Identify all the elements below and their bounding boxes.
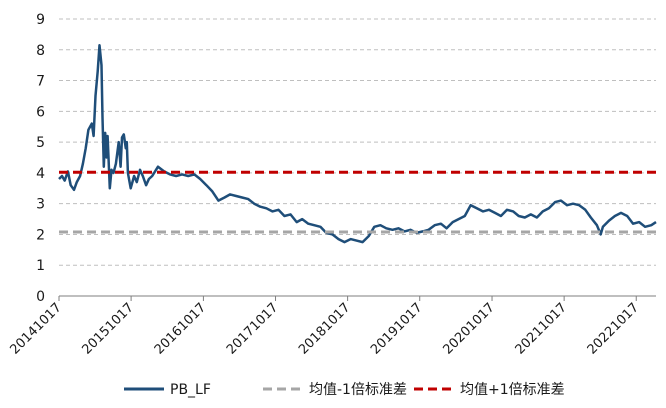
legend: PB_LF 均值-1倍标准差 均值+1倍标准差 xyxy=(124,382,565,398)
y-tick-label: 7 xyxy=(36,74,45,90)
series-layer xyxy=(58,43,657,244)
x-axis: 20141017 20151017 20161017 20171017 20181017… xyxy=(7,295,656,358)
y-tick-label: 5 xyxy=(36,135,45,151)
x-tick-label: 20211017 xyxy=(513,300,570,357)
series-line-pb-lf xyxy=(58,43,657,244)
legend-label: PB_LF xyxy=(170,382,211,398)
y-tick-label: 0 xyxy=(36,289,45,305)
y-axis-ticks: 0 1 2 3 4 5 6 7 8 9 xyxy=(36,12,45,305)
y-tick-label: 3 xyxy=(36,197,45,213)
y-tick-label: 4 xyxy=(36,166,45,182)
legend-label: 均值-1倍标准差 xyxy=(309,382,407,398)
y-tick-label: 8 xyxy=(36,43,45,59)
x-tick-label: 20151017 xyxy=(80,300,137,357)
x-tick-label: 20201017 xyxy=(440,300,497,357)
x-tick-label: 20161017 xyxy=(152,300,209,357)
y-tick-label: 1 xyxy=(36,258,45,274)
y-tick-label: 9 xyxy=(36,12,45,28)
grid-lines xyxy=(59,18,656,266)
x-tick-label: 20171017 xyxy=(224,300,281,357)
y-tick-label: 6 xyxy=(36,104,45,120)
x-tick-label: 20141017 xyxy=(7,300,64,357)
x-tick-label: 20191017 xyxy=(368,300,425,357)
y-tick-label: 2 xyxy=(36,227,45,243)
legend-label: 均值+1倍标准差 xyxy=(460,382,565,398)
x-tick-label: 20221017 xyxy=(585,300,642,357)
x-tick-label: 20181017 xyxy=(296,300,353,357)
